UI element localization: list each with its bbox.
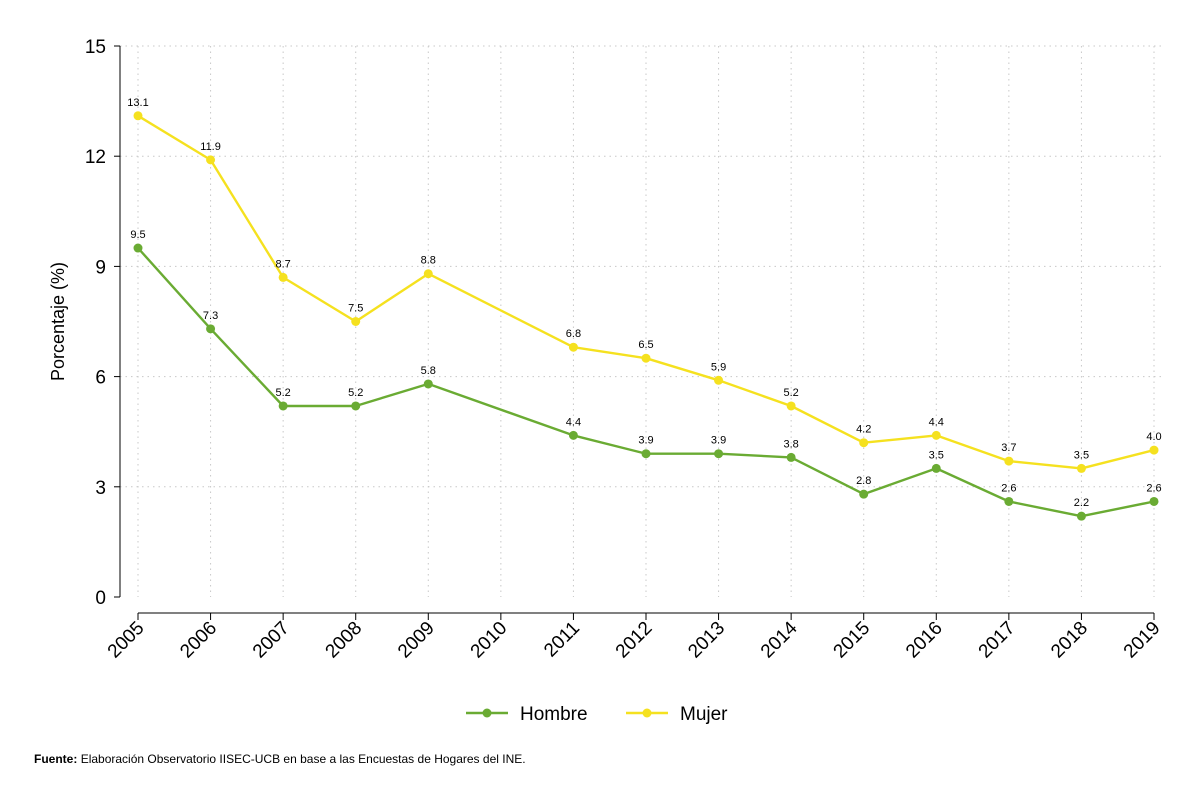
data-label-mujer: 5.9 [711,361,726,373]
x-tick-label: 2014 [757,617,802,662]
data-label-hombre: 7.3 [203,310,218,322]
y-tick-label: 6 [95,368,106,389]
legend: Hombre Mujer [466,704,728,725]
data-label-hombre: 4.4 [566,416,581,428]
data-label-hombre: 2.6 [1001,482,1016,494]
data-point-mujer [859,438,869,448]
x-tick-label: 2006 [176,618,221,663]
x-tick-label: 2017 [975,618,1020,663]
data-point-hombre [1149,496,1159,506]
x-tick-label: 2011 [540,618,584,662]
data-point-hombre [278,401,288,411]
x-tick-label: 2016 [902,618,947,663]
series-line-mujer [137,114,1155,470]
y-tick-label: 3 [95,478,106,499]
data-point-hombre [641,449,651,459]
y-tick-label: 12 [85,147,106,168]
data-label-mujer: 3.5 [1074,449,1089,461]
data-point-hombre [859,489,869,499]
x-tick-label: 2005 [104,618,149,663]
x-tick-label: 2012 [612,618,657,663]
data-point-mujer [1004,456,1014,466]
data-point-hombre [568,430,578,440]
data-point-mujer [931,430,941,440]
data-label-mujer: 7.5 [348,303,363,315]
data-label-mujer: 4.4 [929,416,944,428]
x-tick-label: 2007 [249,618,294,663]
data-label-mujer: 6.5 [638,339,653,351]
y-axis-title: Porcentaje (%) [48,262,68,381]
data-label-hombre: 2.6 [1146,482,1161,494]
data-label-hombre: 5.2 [275,387,290,399]
data-point-mujer [351,317,361,326]
data-label-mujer: 6.8 [566,328,581,340]
data-label-hombre: 2.8 [856,475,871,487]
data-point-hombre [714,449,724,459]
data-label-mujer: 11.9 [200,141,221,153]
data-point-mujer [133,111,143,121]
data-label-hombre: 3.9 [638,435,653,447]
data-point-mujer [1149,445,1159,455]
y-tick-label: 9 [95,257,106,278]
x-tick-label: 2010 [467,618,512,663]
data-label-mujer: 8.8 [421,255,436,267]
data-label-hombre: 2.2 [1074,497,1089,509]
data-point-hombre [1004,496,1014,506]
data-label-mujer: 3.7 [1001,442,1016,454]
legend-label-mujer: Mujer [680,704,728,725]
data-point-mujer [278,272,288,282]
data-point-hombre [931,463,941,473]
source-note: Fuente: Elaboración Observatorio IISEC-U… [34,752,526,766]
data-point-mujer [1076,463,1086,473]
x-tick-label: 2008 [322,618,367,663]
x-tick-label: 2009 [394,618,439,663]
data-label-hombre: 9.5 [130,229,145,241]
data-label-hombre: 3.9 [711,435,726,447]
legend-marker-hombre [482,708,492,718]
data-point-mujer [641,353,651,363]
data-point-mujer [786,401,796,411]
data-point-hombre [423,379,433,389]
source-text: Elaboración Observatorio IISEC-UCB en ba… [80,752,526,766]
data-label-hombre: 5.8 [421,365,436,377]
data-point-hombre [786,452,796,462]
data-label-hombre: 5.2 [348,387,363,399]
y-tick-label: 15 [85,37,106,58]
data-point-hombre [133,243,143,253]
series [133,111,1159,521]
data-label-hombre: 3.8 [783,438,798,450]
axes: 0 3 6 9 12 15 Porcentaje (%) 2005 2006 2007 2008 20… [48,37,1165,662]
data-label-mujer: 8.7 [275,258,290,270]
data-labels: 9.5 7.3 5.2 5.2 5.8 4.4 3.9 3.9 3.8 2.8 3.5 2.6 2.2 2… [127,97,1161,509]
y-tick-label: 0 [95,588,106,609]
data-label-mujer: 5.2 [783,387,798,399]
data-point-hombre [351,401,361,411]
x-tick-label: 2015 [830,618,875,663]
data-point-hombre [206,324,216,334]
x-tick-label: 2019 [1120,618,1165,663]
data-label-mujer: 13.1 [127,97,148,109]
data-label-mujer: 4.2 [856,424,871,436]
legend-marker-mujer [642,708,652,718]
series-line-hombre [137,247,1155,518]
data-point-mujer [714,375,724,385]
x-tick-label: 2013 [684,618,729,663]
data-point-mujer [568,342,578,352]
grid [120,45,1162,597]
data-point-mujer [206,155,216,165]
source-label: Fuente: [34,752,78,766]
data-label-hombre: 3.5 [929,449,944,461]
data-label-mujer: 4.0 [1146,431,1161,443]
data-point-mujer [423,269,433,279]
x-tick-label: 2018 [1047,618,1092,663]
legend-label-hombre: Hombre [520,704,588,725]
data-point-hombre [1076,511,1086,521]
